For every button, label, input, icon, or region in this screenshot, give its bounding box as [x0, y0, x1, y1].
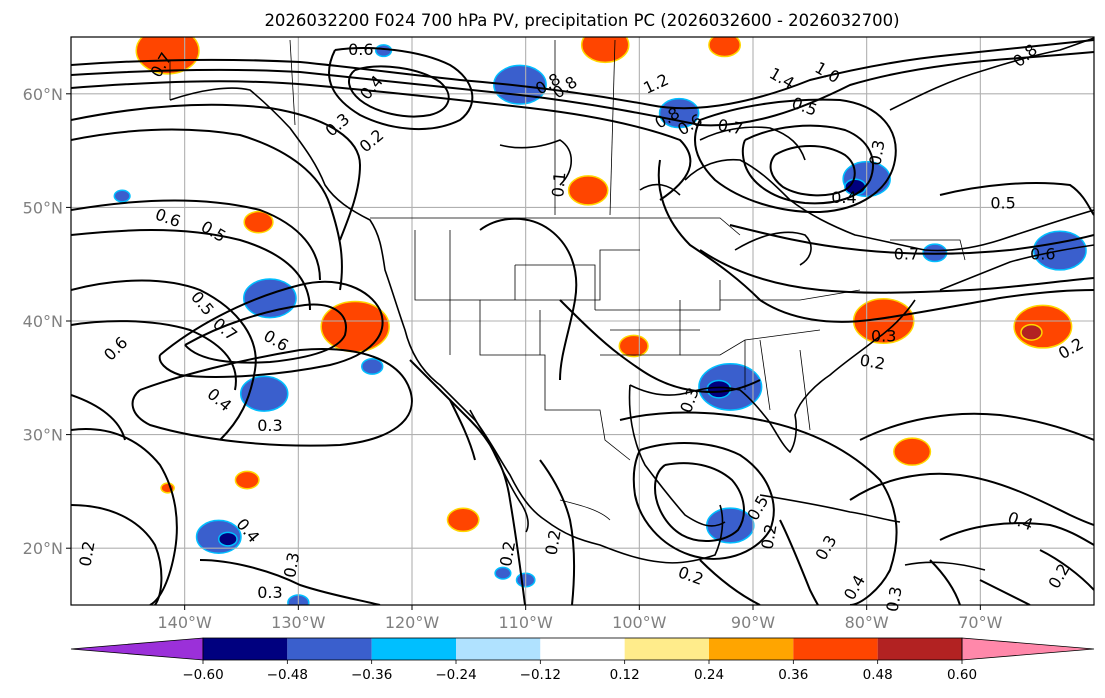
lat-tick-label-2: 40°N — [23, 312, 63, 331]
precip-anomaly-29 — [494, 566, 512, 580]
contour-label-34: 0.2 — [75, 540, 98, 568]
lon-tick-label-0: 140°W — [157, 613, 212, 632]
lon-tick-label-6: 80°W — [845, 613, 889, 632]
precip-anomaly-21 — [893, 437, 932, 466]
precip-anomaly-0 — [135, 37, 200, 75]
contour-label-17: 0.5 — [990, 193, 1015, 212]
precip-anomaly-16 — [618, 334, 649, 358]
precip-anomaly-18 — [706, 379, 732, 399]
lon-tick-label-4: 100°W — [612, 613, 667, 632]
colorbar-tick-label-8: 0.48 — [863, 667, 893, 683]
contour-label-43: 0.3 — [883, 585, 906, 613]
colorbar-segment-7 — [793, 638, 878, 660]
lat-tick-label-0: 60°N — [23, 85, 63, 104]
colorbar-frame — [202, 637, 963, 661]
contour-label-35: 0.3 — [280, 551, 303, 579]
political-borders — [169, 39, 966, 521]
contour-label-13: 0.7 — [716, 115, 744, 138]
contour-label-37: 0.2 — [496, 540, 519, 568]
colorbar-segment-8 — [877, 638, 962, 660]
colorbar-segment-6 — [709, 638, 794, 660]
precip-anomaly-19 — [239, 375, 289, 412]
colorbar-tick-label-3: −0.24 — [435, 667, 476, 683]
colorbar-tick-label-6: 0.24 — [694, 667, 724, 683]
precip-anomaly-24 — [446, 507, 480, 533]
lon-tick-label-5: 90°W — [731, 613, 775, 632]
contour-label-16: 0.4 — [831, 188, 856, 207]
colorbar-tick-label-5: 0.12 — [610, 667, 640, 683]
colorbar-segment-2 — [371, 638, 456, 660]
colorbar-tick-label-9: 0.60 — [947, 667, 977, 683]
colorbar-tick-label-4: −0.12 — [520, 667, 561, 683]
axes: 60°N 50°N 40°N 30°N 20°N 140°W 130°W 120°W 110°W… — [23, 85, 1003, 632]
contour-label-31: 0.3 — [257, 416, 282, 435]
figure-title: 2026032200 F024 700 hPa PV, precipitatio… — [264, 11, 899, 30]
precip-anomaly-32 — [374, 44, 393, 58]
precip-anomaly-4 — [658, 97, 700, 129]
colorbar-segment-4 — [540, 638, 625, 660]
colorbar-segment-5 — [624, 638, 709, 660]
colorbar: −0.60 −0.48 −0.36 −0.24 −0.12 0.12 0.24 0.36 0.4… — [70, 637, 1095, 683]
contour-label-27: 0.3 — [871, 326, 896, 345]
precip-anomaly-9 — [243, 210, 274, 234]
lon-tick-label-3: 110°W — [498, 613, 553, 632]
map-area: 0.60.70.80.4 0.8 1.2 1.4 1.00.80.30.20.80.6 0… — [70, 36, 1095, 613]
lon-tick-label-7: 70°W — [958, 613, 1002, 632]
pv-contours — [71, 39, 1094, 605]
contour-label-28: 0.2 — [858, 350, 886, 373]
colorbar-extend-low — [70, 637, 204, 661]
contour-label-15: 0.3 — [865, 139, 888, 167]
colorbar-tick-label-2: −0.36 — [351, 667, 392, 683]
lon-tick-label-1: 130°W — [271, 613, 326, 632]
contour-label-22: 0.6 — [1030, 245, 1055, 264]
colorbar-tick-label-1: −0.48 — [267, 667, 308, 683]
colorbar-tick-label-0: −0.60 — [182, 667, 223, 683]
colorbar-segment-3 — [456, 638, 541, 660]
contour-label-0: 0.6 — [348, 40, 373, 59]
coastlines — [169, 37, 1094, 571]
precip-anomaly-15 — [1020, 323, 1043, 341]
precip-anomaly-22 — [234, 470, 260, 490]
precip-anomaly-8 — [113, 189, 131, 203]
precip-anomaly-2 — [708, 37, 742, 58]
contour-label-18: 0.1 — [548, 171, 569, 198]
contour-label-21: 0.7 — [894, 245, 919, 264]
contour-label-40: 0.2 — [757, 522, 780, 550]
colorbar-extend-high — [961, 637, 1095, 661]
precip-anomaly-7 — [567, 175, 609, 206]
colorbar-segment-1 — [287, 638, 372, 660]
precip-anomaly-20 — [361, 357, 384, 375]
lat-tick-label-4: 20°N — [23, 539, 63, 558]
contour-label-36: 0.3 — [257, 583, 282, 602]
colorbar-tick-label-7: 0.36 — [778, 667, 808, 683]
precip-anomaly-1 — [580, 37, 630, 64]
colorbar-segment-0 — [203, 638, 288, 660]
lat-tick-label-1: 50°N — [23, 198, 63, 217]
precip-anomaly-26 — [217, 531, 238, 547]
lat-tick-label-3: 30°N — [23, 426, 63, 445]
lon-tick-label-2: 120°W — [385, 613, 440, 632]
contour-label-38: 0.2 — [542, 528, 565, 556]
